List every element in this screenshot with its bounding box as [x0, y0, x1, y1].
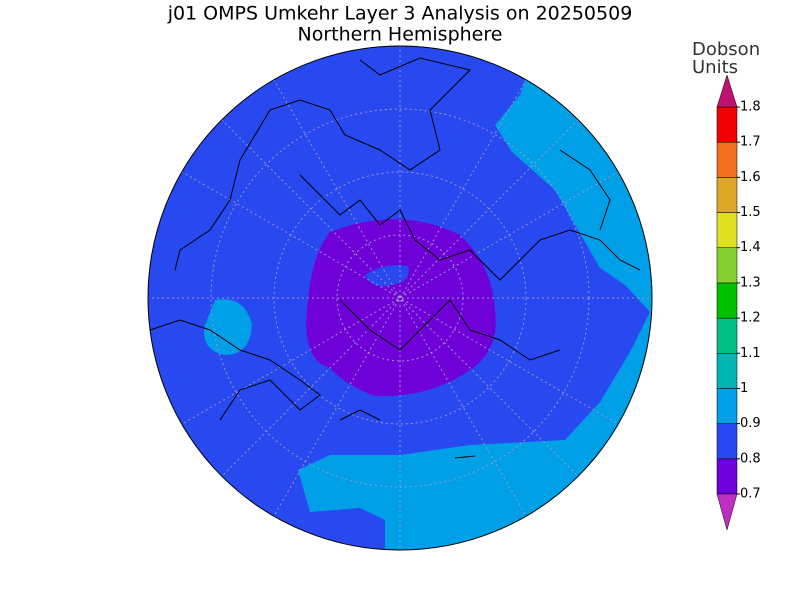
colorbar-segment	[716, 388, 738, 424]
colorbar-segment	[716, 282, 738, 319]
colorbar-segment	[716, 423, 738, 460]
colorbar-segment	[716, 353, 738, 389]
ozone-region	[306, 219, 496, 397]
colorbar-tick-label: 1	[740, 381, 748, 396]
colorbar-segment	[716, 177, 738, 213]
colorbar-segment	[716, 247, 738, 284]
colorbar-label: Dobson	[692, 39, 760, 60]
colorbar-segment	[716, 106, 738, 143]
colorbar-tick-label: 1.3	[740, 275, 761, 290]
colorbar-tick-label: 1.2	[740, 311, 761, 326]
colorbar-tick-label: 1.1	[740, 346, 761, 361]
polar-map	[148, 46, 652, 550]
colorbar-segment	[716, 212, 738, 248]
colorbar-label: Units	[692, 57, 738, 78]
subtitle: Northern Hemisphere	[298, 24, 503, 46]
colorbar-tick-label: 0.8	[740, 451, 761, 466]
colorbar-extension	[716, 74, 738, 108]
colorbar-tick-label: 1.8	[740, 100, 761, 115]
colorbar-extension	[716, 493, 738, 531]
colorbar-tick-label: 1.4	[740, 240, 761, 255]
colorbar-tick-label: 1.6	[740, 170, 761, 185]
map-border	[147, 45, 653, 551]
colorbar-segment	[716, 317, 738, 354]
coastlines	[149, 57, 641, 459]
colorbar-tick-label: 0.9	[740, 416, 761, 431]
colorbar-tick-label: 1.7	[740, 135, 761, 150]
title: j01 OMPS Umkehr Layer 3 Analysis on 2025…	[167, 3, 633, 25]
colorbar-tick-label: 1.5	[740, 205, 761, 220]
colorbar: 0.7 0.8 0.9 1 1.1 1.2 1.3 1.4 1.5 1.6 1.7 1.8	[716, 74, 761, 531]
graticule	[148, 46, 652, 550]
colorbar-tick-label: 0.7	[740, 487, 761, 502]
colorbar-segment	[716, 141, 738, 178]
ozone-region	[204, 299, 252, 355]
colorbar-segment	[716, 458, 738, 495]
